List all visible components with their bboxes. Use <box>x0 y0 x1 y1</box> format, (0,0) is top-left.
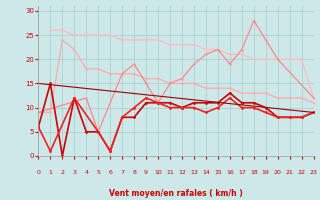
X-axis label: Vent moyen/en rafales ( km/h ): Vent moyen/en rafales ( km/h ) <box>109 189 243 198</box>
